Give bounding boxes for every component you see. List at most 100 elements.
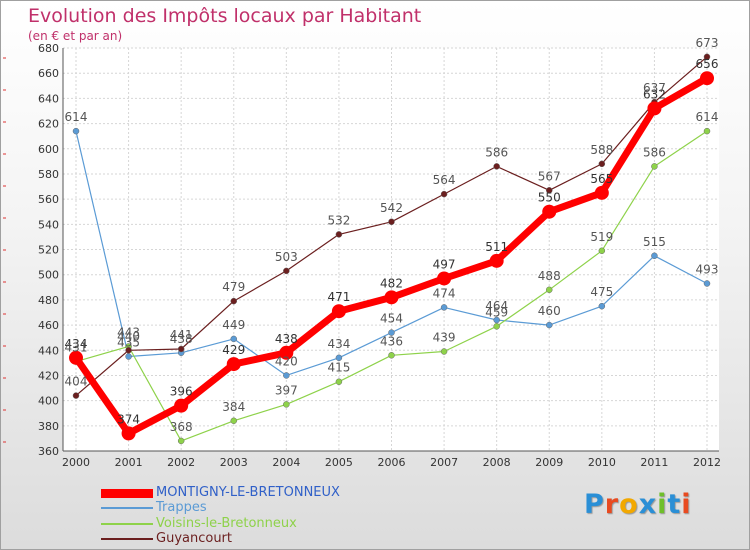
y-tick-label: 680 (38, 42, 59, 55)
data-label: 497 (433, 257, 456, 271)
data-label: 586 (643, 145, 666, 159)
data-point (331, 304, 346, 319)
data-point (335, 378, 343, 385)
data-point (125, 353, 132, 360)
logo-letter: i (657, 489, 668, 520)
logo-letter: r (604, 489, 620, 520)
data-label: 511 (485, 240, 508, 254)
y-tick-label: 540 (38, 218, 59, 231)
data-point (230, 417, 237, 425)
data-point (230, 297, 237, 305)
data-label: 567 (538, 169, 561, 183)
data-point (703, 127, 711, 135)
y-tick-label: 520 (38, 244, 59, 257)
data-label: 479 (222, 280, 245, 294)
data-point (279, 345, 294, 360)
data-point (598, 247, 606, 255)
legend-swatch (101, 507, 153, 509)
legend-swatch (101, 488, 153, 498)
y-tick-label: 620 (38, 118, 59, 131)
legend-label: Voisins-le-Bretonneux (156, 516, 297, 531)
logo-letter: x (638, 489, 658, 520)
y-tick-label: 560 (38, 193, 59, 206)
x-tick-label: 2007 (430, 456, 458, 469)
data-point (125, 347, 132, 354)
data-label: 435 (117, 336, 140, 350)
legend-item: Guyancourt (101, 532, 232, 546)
data-label: 519 (590, 230, 613, 244)
y-tick-label: 420 (38, 369, 59, 382)
data-point (440, 348, 448, 355)
data-label: 632 (643, 87, 666, 101)
y-tick-label: 360 (38, 445, 59, 458)
data-point (647, 101, 662, 116)
logo-letter: o (619, 489, 639, 520)
y-tick-label: 500 (38, 269, 59, 282)
data-point (72, 127, 80, 135)
data-label: 368 (170, 420, 193, 434)
data-point (226, 357, 241, 372)
data-label: 482 (380, 276, 403, 290)
axis-layer: 360 380 400 420 440 460 480 500 520 540 560 580 600 6… (3, 42, 721, 469)
data-label: 588 (590, 143, 613, 157)
y-tick-label: 580 (38, 168, 59, 181)
data-point (493, 316, 500, 324)
x-tick-label: 2001 (115, 456, 143, 469)
data-label: 440 (117, 329, 140, 343)
x-tick-label: 2003 (220, 456, 248, 469)
legend-label: Trappes (156, 500, 207, 515)
x-tick-label: 2000 (62, 456, 90, 469)
data-label: 397 (275, 383, 298, 397)
data-label: 542 (380, 201, 403, 215)
data-point (703, 53, 711, 61)
data-label: 449 (222, 318, 245, 332)
x-tick-label: 2008 (483, 456, 511, 469)
data-point (283, 401, 290, 408)
legend-item: MONTIGNY-LE-BRETONNEUX (101, 486, 340, 500)
data-label: 564 (433, 173, 456, 187)
x-tick-label: 2006 (378, 456, 406, 469)
data-point (335, 354, 343, 362)
legend-item: Trappes (101, 501, 207, 515)
x-tick-label: 2009 (535, 456, 563, 469)
logo-letter: P (584, 489, 605, 520)
data-point (335, 231, 343, 238)
data-label: 488 (538, 269, 561, 283)
y-tick-label: 600 (38, 143, 59, 156)
y-tick-label: 460 (38, 319, 59, 332)
logo-letter: i (681, 489, 692, 520)
data-label: 396 (170, 385, 193, 399)
data-point (700, 71, 714, 86)
data-point (174, 398, 189, 413)
data-point (121, 426, 136, 441)
data-point (542, 204, 557, 219)
data-point (594, 185, 609, 200)
data-label: 384 (222, 400, 245, 414)
x-tick-label: 2002 (167, 456, 195, 469)
data-label: 673 (696, 36, 719, 50)
data-label: 471 (327, 290, 350, 304)
data-label: 515 (643, 235, 666, 249)
data-label: 532 (327, 213, 350, 227)
x-tick-label: 2011 (640, 456, 668, 469)
data-label: 474 (433, 286, 456, 300)
data-point (546, 286, 553, 294)
data-label: 503 (275, 250, 298, 264)
x-tick-label: 2012 (693, 456, 721, 469)
data-label: 434 (65, 337, 88, 351)
data-point (440, 190, 448, 198)
data-point (703, 280, 711, 287)
legend-item: Voisins-le-Bretonneux (101, 517, 297, 531)
data-label: 656 (696, 57, 719, 71)
data-label: 464 (485, 299, 508, 313)
data-label: 443 (117, 325, 140, 339)
data-label: 429 (222, 343, 245, 357)
chart-subtitle: (en € et par an) (28, 29, 123, 43)
y-tick-label: 380 (38, 420, 59, 433)
y-tick-label: 440 (38, 344, 59, 357)
data-point (493, 323, 500, 330)
data-point (489, 253, 504, 268)
data-label: 374 (117, 412, 140, 426)
data-label: 614 (696, 110, 719, 124)
